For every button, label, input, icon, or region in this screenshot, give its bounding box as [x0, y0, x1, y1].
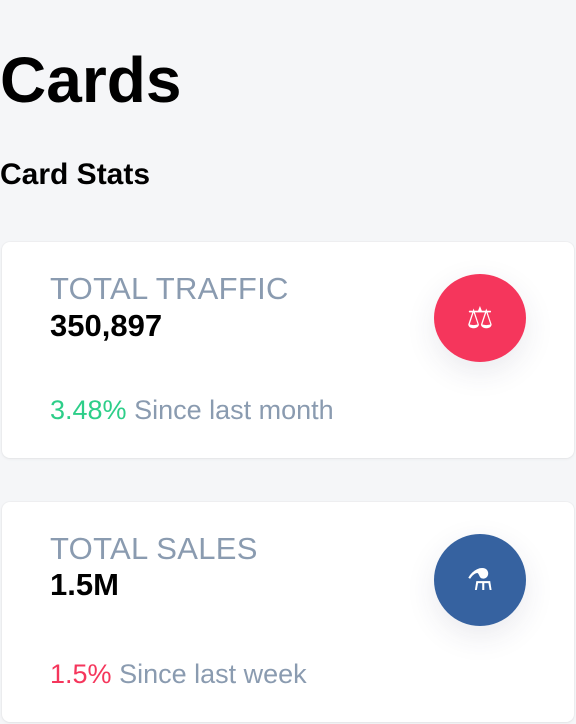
stat-card-sales: TOTAL SALES 1.5M ⚗ 1.5% Since last week: [2, 502, 574, 722]
flask-icon: ⚗: [434, 534, 526, 626]
card-value: 1.5M: [50, 567, 119, 602]
change-period: Since last month: [134, 395, 334, 425]
section-title: Card Stats: [0, 158, 151, 191]
icon-glyph: ⚖: [466, 301, 494, 335]
card-label: TOTAL SALES: [50, 531, 258, 566]
stat-card-traffic: TOTAL TRAFFIC 350,897 ⚖ 3.48% Since last…: [2, 242, 574, 458]
card-label: TOTAL TRAFFIC: [50, 271, 289, 306]
balance-scale-icon: ⚖: [434, 274, 526, 362]
change-percent: 3.48%: [50, 395, 127, 425]
card-value: 350,897: [50, 308, 163, 343]
page-title: Cards: [0, 44, 182, 116]
card-footer: 1.5% Since last week: [50, 658, 307, 690]
change-period: Since last week: [119, 659, 307, 689]
icon-glyph: ⚗: [466, 563, 494, 597]
change-percent: 1.5%: [50, 659, 112, 689]
card-footer: 3.48% Since last month: [50, 394, 334, 426]
